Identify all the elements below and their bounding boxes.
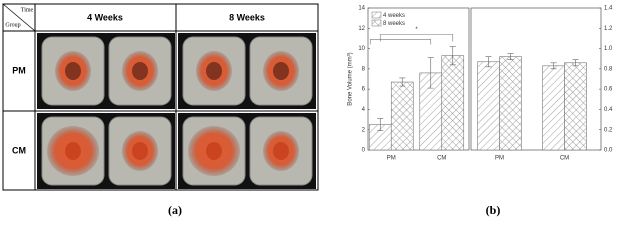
bone-core (273, 62, 289, 80)
error-bar (485, 56, 492, 68)
error-bar (399, 77, 406, 87)
bar (477, 61, 500, 151)
error-bar (572, 59, 579, 67)
y-tick-label: 0 (362, 148, 366, 154)
plot-frame (470, 7, 602, 151)
corner-diagonal (2, 3, 36, 32)
y-tick-label: 0.2 (604, 127, 613, 133)
y-tick-label: 1.4 (604, 6, 613, 12)
bar (564, 62, 587, 151)
bone-core (65, 62, 81, 80)
legend-swatch (371, 19, 382, 27)
error-bar (377, 118, 384, 132)
corner-top: Time (21, 7, 34, 13)
bone-core (65, 142, 81, 160)
y-tick-label: 8 (362, 66, 366, 72)
y-tick-label: 0.8 (604, 66, 613, 72)
y-tick-label: 0.4 (604, 107, 613, 113)
y-tick-label: 1.2 (604, 26, 613, 32)
figure: Time Group 4 Weeks 8 Weeks PM CM (a) (b)… (2, 3, 613, 217)
y-tick-label: 6 (362, 87, 366, 93)
bone-core (132, 142, 148, 160)
bone-core (132, 62, 148, 80)
bar (390, 81, 414, 151)
error-bar (427, 57, 434, 89)
significance-bracket (369, 39, 432, 45)
bone-core (206, 62, 222, 80)
annotation: * (415, 27, 418, 33)
y-tick-label: 1.0 (604, 46, 613, 52)
y-tick-label: 4 (362, 107, 366, 113)
column-header: 8 Weeks (229, 12, 265, 22)
panel-label: (b) (486, 203, 501, 217)
y-tick-label: 10 (358, 46, 365, 52)
error-bar (449, 46, 456, 66)
plot-frame (367, 7, 470, 151)
bar (542, 65, 565, 151)
x-tick-label: CM (437, 156, 446, 162)
y-tick-label: 0.0 (604, 148, 613, 154)
legend-swatch (371, 11, 382, 19)
y-tick-label: 0.6 (604, 87, 613, 93)
error-bar (507, 53, 514, 61)
bar (499, 56, 522, 151)
bone-core (273, 142, 289, 160)
column-header: 4 Weeks (87, 12, 123, 22)
legend-label: 8 weeks (383, 21, 405, 27)
y-tick-label: 14 (358, 6, 365, 12)
significance-bracket (379, 34, 454, 42)
x-tick-label: PM (495, 156, 504, 162)
y-tick-label: 12 (358, 26, 365, 32)
bar (441, 55, 465, 151)
x-tick-label: CM (560, 156, 569, 162)
corner-bottom: Group (5, 22, 20, 28)
bone-core (206, 142, 222, 160)
legend-label: 4 weeks (383, 13, 405, 19)
y-tick-label: 2 (362, 127, 366, 133)
row-header: CM (12, 145, 26, 155)
y-axis-label: Bone Volume (mm³) (348, 52, 354, 105)
error-bar (550, 62, 557, 70)
x-tick-label: PM (387, 156, 396, 162)
panel-label: (a) (168, 203, 182, 217)
row-header: PM (12, 65, 26, 75)
